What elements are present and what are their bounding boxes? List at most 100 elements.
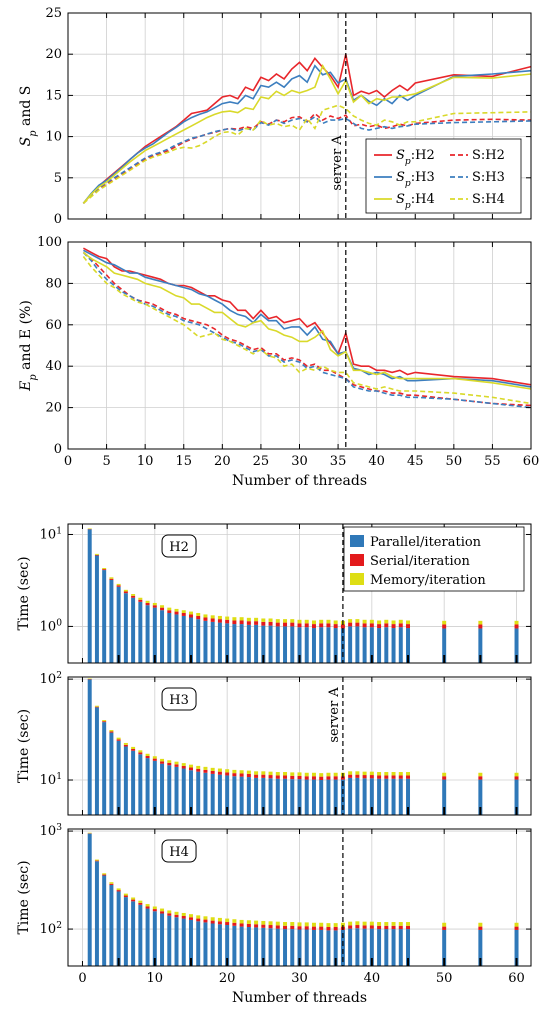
bar-segment-serial: [203, 919, 208, 923]
bar-segment-memory: [297, 922, 302, 927]
legend-swatch: [350, 554, 364, 566]
bar-segment-memory: [514, 620, 519, 625]
bar-segment-parallel: [362, 778, 367, 815]
bar-segment-parallel: [116, 891, 121, 966]
bar-segment-memory: [123, 893, 128, 896]
bar-segment-serial: [181, 915, 186, 919]
bar-segment-memory: [87, 832, 92, 834]
bar-segment-serial: [391, 624, 396, 629]
bar-segment-serial: [174, 611, 179, 615]
bar-segment-parallel: [442, 628, 447, 663]
bar-segment-serial: [514, 926, 519, 930]
bar-segment-memory: [203, 916, 208, 920]
x-tick-label: 50: [436, 971, 453, 986]
bar-segment-memory: [333, 620, 338, 625]
bar-segment-parallel: [275, 778, 280, 815]
bar-segment-memory: [355, 921, 360, 926]
bar-segment-serial: [369, 623, 374, 628]
bar-segment-serial: [369, 925, 374, 929]
x-tick-label: 55: [484, 454, 501, 469]
y-tick-label: 15: [45, 88, 62, 103]
bar-segment-memory: [254, 920, 259, 925]
bar-segment-memory: [116, 583, 121, 586]
bar-segment-serial: [268, 925, 273, 929]
bar-segment-memory: [225, 918, 230, 923]
bar-segment-parallel: [297, 627, 302, 663]
bar-segment-parallel: [384, 778, 389, 815]
bar-segment-serial: [217, 921, 222, 925]
bar-segment-serial: [174, 764, 179, 767]
bar-segment-memory: [138, 750, 143, 753]
panel-label: H3: [169, 693, 189, 708]
legend-label: Parallel/iteration: [370, 535, 482, 550]
bar-segment-serial: [377, 925, 382, 930]
legend-label: Sp:H4: [396, 192, 435, 211]
bar-segment-memory: [391, 772, 396, 776]
bar-segment-parallel: [355, 777, 360, 815]
bar-segment-memory: [304, 619, 309, 624]
bar-segment-memory: [333, 772, 338, 777]
bar-segment-memory: [275, 772, 280, 776]
bar-segment-memory: [87, 678, 92, 680]
bar-segment-serial: [188, 917, 193, 920]
series-line-E-p-H4: [82, 251, 532, 390]
bar-segment-serial: [232, 922, 237, 926]
panel-label: H4: [169, 845, 189, 860]
bar-segment-parallel: [355, 626, 360, 663]
bar-segment-parallel: [217, 622, 222, 663]
bar-segment-memory: [333, 923, 338, 928]
bar-segment-memory: [145, 904, 150, 907]
y-tick-label: 10: [45, 130, 62, 145]
legend: Sp:H2 S:H2 Sp:H3 S:H3 Sp:H4 S:H4: [365, 138, 522, 214]
bar-segment-parallel: [442, 929, 447, 966]
bar-segment-memory: [355, 771, 360, 775]
bar-segment-memory: [246, 770, 251, 774]
bar-segment-parallel: [87, 679, 92, 815]
bar-segment-memory: [478, 620, 483, 625]
bar-segment-memory: [181, 610, 186, 613]
bar-segment-serial: [311, 776, 316, 780]
bar-segment-parallel: [246, 624, 251, 663]
bar-segment-memory: [210, 615, 215, 619]
bar-segment-memory: [283, 619, 288, 623]
bar-segment-serial: [355, 925, 360, 929]
y-tick-label: 101: [40, 526, 62, 542]
series-line-S-p-H3: [82, 64, 532, 204]
bar-segment-memory: [196, 612, 201, 616]
x-tick-label: 20: [214, 454, 231, 469]
bar-segment-memory: [319, 922, 324, 927]
panel-1: 0 5 10 15 20 25 Sp and S server A Sp:H2 S:H2 Sp:H3…: [18, 6, 532, 227]
bar-segment-parallel: [131, 901, 136, 966]
bar-segment-parallel: [94, 707, 99, 815]
bar-segment-serial: [167, 762, 172, 766]
x-tick-label: 30: [291, 454, 308, 469]
bar-segment-parallel: [369, 627, 374, 663]
bar-segment-memory: [398, 619, 403, 624]
bar-segment-memory: [102, 720, 107, 722]
bar-segment-memory: [442, 922, 447, 927]
bar-segment-parallel: [398, 627, 403, 663]
bar-segment-parallel: [167, 612, 172, 663]
bar-segment-serial: [167, 610, 172, 613]
bar-segment-parallel: [297, 779, 302, 815]
bar-segment-parallel: [138, 601, 143, 663]
bar-segment-memory: [109, 730, 114, 732]
bar-segment-serial: [225, 772, 230, 776]
bar-segment-parallel: [391, 778, 396, 815]
bar-segment-serial: [246, 621, 251, 625]
bar-segment-serial: [239, 620, 244, 625]
bar-segment-memory: [174, 761, 179, 765]
bar-segment-memory: [131, 897, 136, 900]
bar-segment-parallel: [442, 779, 447, 815]
bar-segment-memory: [514, 922, 519, 927]
bar-segment-serial: [319, 776, 324, 781]
bar-segment-memory: [319, 773, 324, 777]
bar-segment-memory: [131, 746, 136, 749]
bar-segment-parallel: [514, 779, 519, 815]
bar-segment-serial: [283, 775, 288, 779]
legend-label: Sp:H3: [396, 170, 435, 189]
x-tick-label: 20: [219, 971, 236, 986]
y-tick-label: 101: [40, 772, 62, 788]
bar-segment-memory: [87, 528, 92, 529]
bar-segment-serial: [246, 773, 251, 778]
